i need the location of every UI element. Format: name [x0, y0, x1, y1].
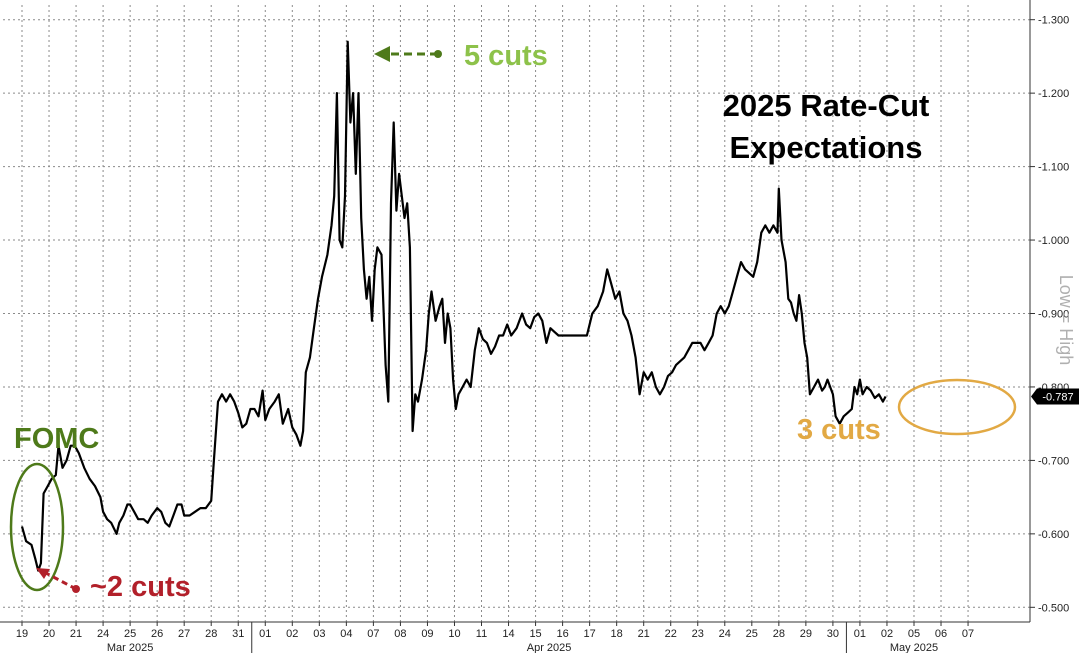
three-cuts-ellipse — [897, 378, 1017, 436]
x-tick-label: 02 — [881, 628, 893, 640]
x-tick-label: 22 — [665, 628, 677, 640]
x-tick-label: 24 — [719, 628, 731, 640]
x-tick-label: 06 — [935, 628, 947, 640]
x-tick-label: 30 — [827, 628, 839, 640]
y-axis-label: Low = High — [1056, 275, 1076, 366]
x-tick-label: 07 — [962, 628, 974, 640]
x-tick-label: 31 — [232, 628, 244, 640]
month-label: Apr 2025 — [527, 642, 572, 653]
x-tick-label: 16 — [556, 628, 568, 640]
three-cuts-label: 3 cuts — [797, 414, 881, 446]
x-tick-label: 03 — [313, 628, 325, 640]
y-tick-label: -0.500 — [1038, 602, 1069, 614]
x-tick-label: 25 — [746, 628, 758, 640]
x-tick-label: 21 — [70, 628, 82, 640]
two-cuts-arrow-head — [36, 568, 50, 579]
x-tick-label: 15 — [529, 628, 541, 640]
x-tick-label: 20 — [43, 628, 55, 640]
x-tick-label: 19 — [16, 628, 28, 640]
y-tick-label: -1.000 — [1038, 235, 1069, 247]
y-tick-label: -0.600 — [1038, 529, 1069, 541]
month-label: Mar 2025 — [107, 642, 153, 653]
chart-title-line-1: 2025 Rate-Cut — [723, 88, 930, 123]
y-tick-label: -0.900 — [1038, 309, 1069, 321]
x-tick-label: 04 — [340, 628, 352, 640]
x-tick-label: 23 — [692, 628, 704, 640]
x-tick-label: 02 — [286, 628, 298, 640]
y-tick-label: -1.200 — [1038, 88, 1069, 100]
y-tick-label: -1.300 — [1038, 15, 1069, 27]
x-tick-label: 07 — [367, 628, 379, 640]
x-tick-label: 10 — [448, 628, 460, 640]
x-tick-label: 28 — [773, 628, 785, 640]
y-tick-label: -0.700 — [1038, 455, 1069, 467]
x-tick-label: 17 — [584, 628, 596, 640]
fomc-label: FOMC — [14, 423, 99, 455]
x-tick-label: 29 — [800, 628, 812, 640]
two-cuts-label: ~2 cuts — [90, 571, 191, 603]
x-tick-label: 18 — [611, 628, 623, 640]
last-value-label: -0.787 — [1042, 392, 1073, 404]
x-tick-label: 28 — [205, 628, 217, 640]
x-tick-label: 01 — [854, 628, 866, 640]
two-cuts-dot — [72, 585, 80, 593]
five-cuts-arrow-head — [374, 46, 390, 62]
series-line — [20, 40, 887, 572]
x-tick-label: 09 — [421, 628, 433, 640]
grid-layer — [3, 5, 1030, 622]
month-label: May 2025 — [890, 642, 938, 653]
fomc-ellipse — [9, 462, 65, 592]
y-tick-label: -1.100 — [1038, 162, 1069, 174]
x-tick-label: 21 — [638, 628, 650, 640]
series-layer — [20, 40, 887, 572]
x-tick-label: 08 — [394, 628, 406, 640]
last-value-marker: -0.787 — [1031, 388, 1079, 405]
x-tick-label: 27 — [178, 628, 190, 640]
two-cuts-arrow-line — [43, 570, 77, 591]
five-cuts-label: 5 cuts — [464, 40, 548, 72]
chart-title-line-2: Expectations — [730, 130, 923, 165]
x-tick-label: 05 — [908, 628, 920, 640]
x-tick-label: 01 — [259, 628, 271, 640]
x-tick-label: 11 — [476, 628, 487, 640]
x-tick-label: 26 — [151, 628, 163, 640]
x-tick-label: 14 — [502, 628, 514, 640]
x-tick-label: 25 — [124, 628, 136, 640]
five-cuts-dot — [434, 50, 442, 58]
x-tick-label: 24 — [97, 628, 109, 640]
